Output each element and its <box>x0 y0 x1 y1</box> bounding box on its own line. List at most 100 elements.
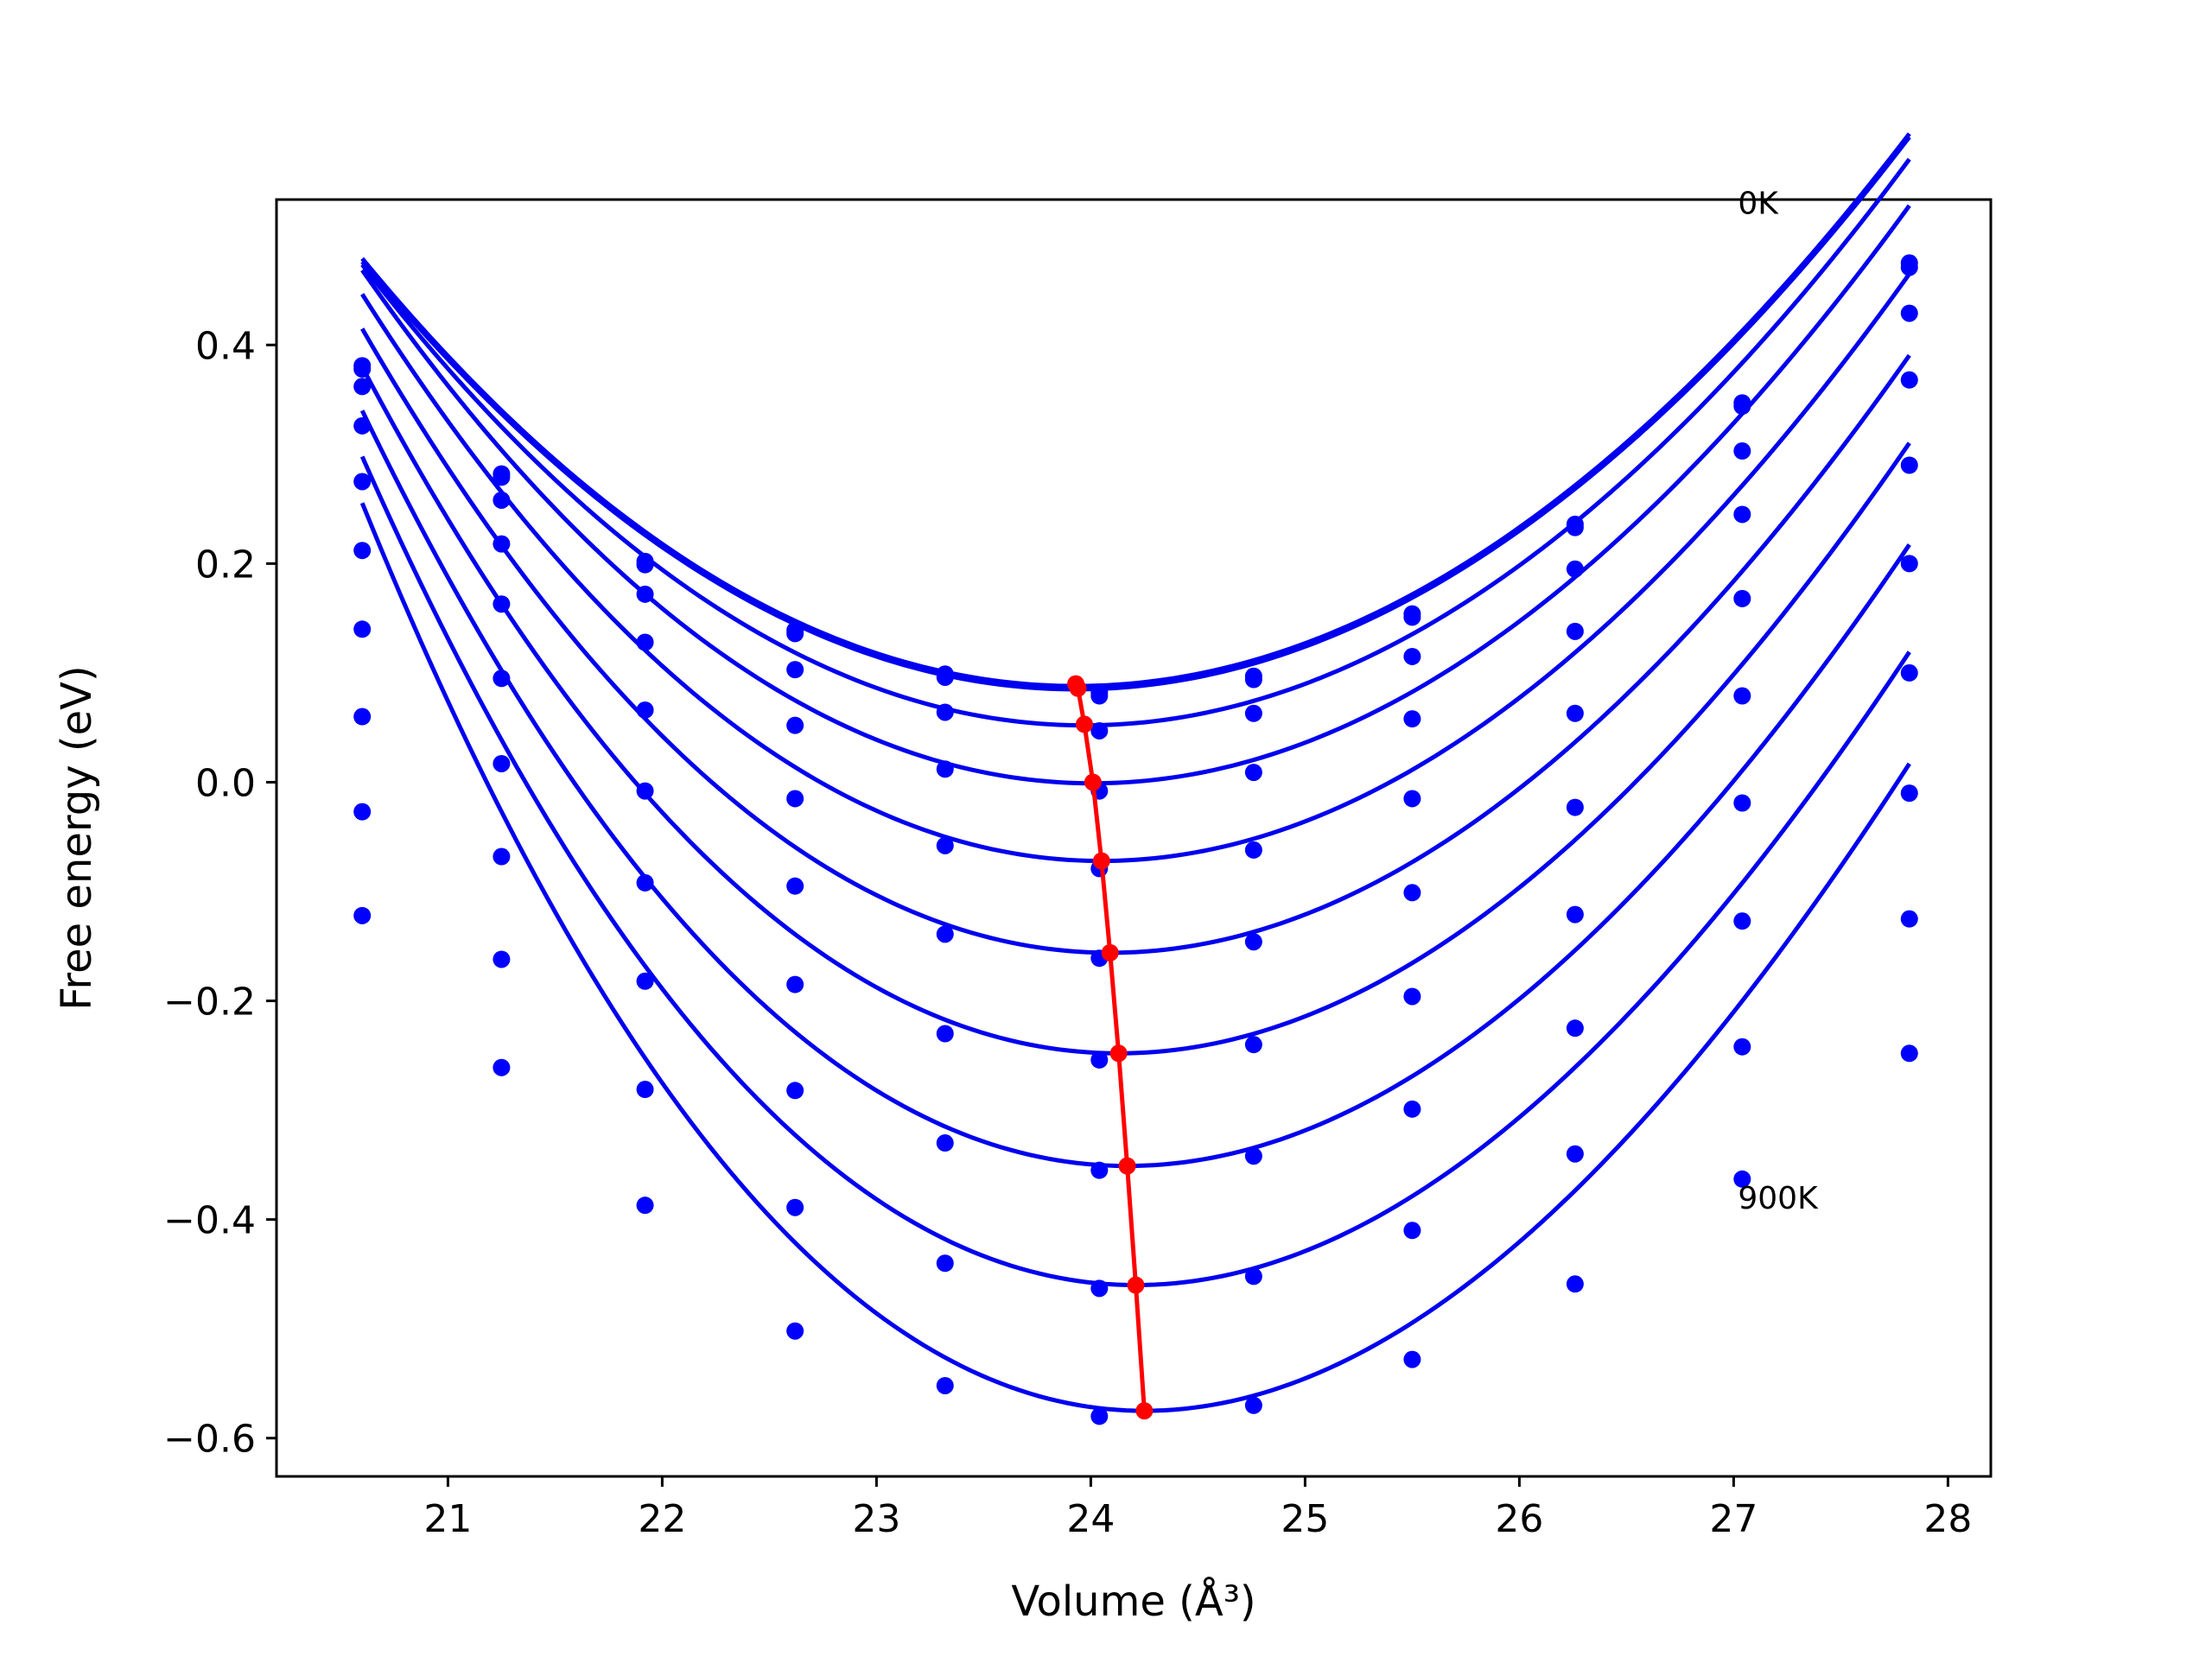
annotation-900k: 900K <box>1738 1181 1819 1216</box>
data-point-s4-1 <box>493 595 511 613</box>
data-point-s6-1 <box>493 754 511 772</box>
fit-curve-3 <box>360 204 1911 786</box>
data-point-s5-10 <box>1900 555 1918 573</box>
data-point-s7-3 <box>786 1082 804 1100</box>
data-point-s3-4 <box>936 760 954 778</box>
fit-curve-1 <box>360 136 1911 692</box>
fit-curve-6 <box>359 365 1911 1056</box>
x-tick-label-25: 25 <box>1281 1497 1329 1541</box>
data-point-s1-5 <box>1090 687 1109 705</box>
data-point-s4-10 <box>1900 456 1918 474</box>
data-point-s5-1 <box>493 670 511 688</box>
data-point-s7-6 <box>1244 1147 1262 1165</box>
data-point-s7-7 <box>1403 1100 1421 1118</box>
fit-curve-2 <box>360 157 1911 728</box>
y-axis-ticks: −0.6 −0.4 −0.2 0.0 0.2 0.4 <box>163 324 276 1462</box>
x-tick-label-27: 27 <box>1709 1497 1758 1541</box>
data-point-s9-4 <box>936 1376 954 1394</box>
data-point-s7-4 <box>936 1134 954 1152</box>
data-point-s2-0 <box>353 378 372 396</box>
data-point-s5-9 <box>1733 687 1751 705</box>
annotation-0k: 0K <box>1738 186 1779 221</box>
data-point-s7-2 <box>636 972 654 990</box>
data-point-s4-6 <box>1244 841 1262 859</box>
data-point-s8-2 <box>636 1081 654 1099</box>
data-point-s5-3 <box>786 877 804 895</box>
y-tick-label-4: 0.2 <box>195 543 256 587</box>
data-point-s7-9 <box>1733 912 1751 930</box>
data-point-s1-9 <box>1733 397 1751 416</box>
x-tick-label-22: 22 <box>638 1497 686 1541</box>
minima-point-1 <box>1069 679 1087 697</box>
data-point-s4-2 <box>636 701 654 719</box>
data-point-s6-5 <box>1090 1050 1109 1069</box>
minima-point-2 <box>1075 715 1093 733</box>
data-point-s9-1 <box>493 1058 511 1076</box>
data-point-s5-0 <box>353 542 372 560</box>
data-point-s3-7 <box>1403 710 1421 728</box>
data-point-s4-8 <box>1566 704 1584 722</box>
x-axis-ticks: 21 22 23 24 25 26 27 28 <box>423 1476 1972 1541</box>
data-point-s9-5 <box>1090 1407 1109 1425</box>
data-point-s2-5 <box>1090 721 1109 739</box>
data-point-s3-0 <box>353 416 372 435</box>
data-point-s2-2 <box>636 585 654 603</box>
data-point-s9-10 <box>1900 1044 1918 1063</box>
data-point-s8-0 <box>353 803 372 821</box>
data-point-s2-10 <box>1900 304 1918 322</box>
data-point-s8-10 <box>1900 910 1918 928</box>
data-point-s9-3 <box>786 1322 804 1340</box>
data-point-s9-6 <box>1244 1396 1262 1414</box>
data-point-s5-7 <box>1403 884 1421 902</box>
data-point-s1-8 <box>1566 518 1584 536</box>
data-point-s6-6 <box>1244 1036 1262 1054</box>
data-point-s8-9 <box>1733 1038 1751 1056</box>
minima-point-4 <box>1092 852 1110 870</box>
data-point-s1-2 <box>636 555 654 574</box>
minima-point-8 <box>1127 1276 1145 1294</box>
y-tick-label-0: −0.6 <box>163 1418 256 1462</box>
minima-point-6 <box>1109 1044 1128 1063</box>
data-point-s5-8 <box>1566 798 1584 816</box>
data-point-s1-6 <box>1244 670 1262 689</box>
data-point-s4-3 <box>786 790 804 808</box>
data-point-s8-6 <box>1244 1267 1262 1285</box>
data-point-s9-2 <box>636 1196 654 1215</box>
data-point-s6-2 <box>636 873 654 892</box>
x-tick-label-21: 21 <box>423 1497 472 1541</box>
data-point-s7-0 <box>353 708 372 726</box>
data-point-s9-7 <box>1403 1350 1421 1368</box>
data-point-s7-5 <box>1090 1161 1109 1179</box>
y-tick-label-1: −0.4 <box>163 1199 256 1243</box>
data-point-s9-0 <box>353 906 372 924</box>
data-point-s3-3 <box>786 716 804 734</box>
y-tick-label-2: −0.2 <box>163 981 256 1025</box>
data-point-s6-9 <box>1733 794 1751 812</box>
data-point-s2-4 <box>936 703 954 721</box>
minima-line <box>1073 682 1147 1412</box>
data-point-s6-4 <box>936 1025 954 1043</box>
data-point-s5-6 <box>1244 933 1262 951</box>
data-point-s8-8 <box>1566 1145 1584 1163</box>
data-point-s4-4 <box>936 836 954 854</box>
minima-point-3 <box>1084 773 1102 791</box>
data-point-s3-1 <box>493 535 511 553</box>
data-point-s8-3 <box>786 1198 804 1216</box>
data-point-s3-2 <box>636 633 654 651</box>
data-point-s1-3 <box>786 625 804 643</box>
plot-frame <box>275 198 1993 1478</box>
x-tick-label-28: 28 <box>1923 1497 1972 1541</box>
data-point-s6-8 <box>1566 905 1584 924</box>
data-point-s8-4 <box>936 1254 954 1273</box>
data-point-s6-7 <box>1403 987 1421 1006</box>
data-layer <box>353 132 1918 1425</box>
data-point-s9-9 <box>1733 1170 1751 1188</box>
y-tick-label-5: 0.4 <box>195 324 256 368</box>
x-tick-label-23: 23 <box>852 1497 900 1541</box>
data-point-s2-6 <box>1244 704 1262 722</box>
data-point-s2-7 <box>1403 647 1421 665</box>
minima-point-9 <box>1135 1402 1154 1420</box>
data-point-s4-0 <box>353 473 372 491</box>
